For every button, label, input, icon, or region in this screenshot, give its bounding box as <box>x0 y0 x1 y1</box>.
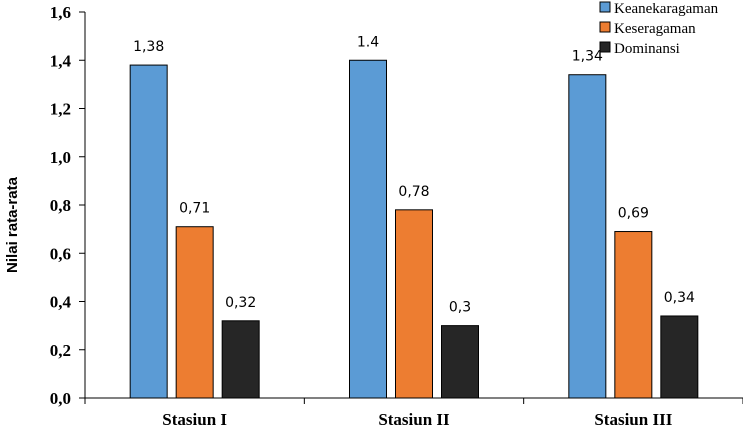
bar-keanekaragaman <box>129 64 168 399</box>
x-axis: Stasiun I Stasiun II Stasiun III <box>84 397 743 429</box>
legend-label: Keseragaman <box>614 21 696 37</box>
y-tick-label: 0,4 <box>50 293 72 312</box>
data-label: 0,78 <box>398 184 429 200</box>
y-tick-label: 1,6 <box>50 3 71 22</box>
bars <box>129 59 699 399</box>
data-label: 1,38 <box>133 39 164 55</box>
data-labels: 1,38 0,71 0,32 1.4 0,78 0,3 1,34 0,69 0,34 <box>133 34 695 315</box>
x-tick-label: Stasiun I <box>162 410 227 429</box>
bar-keanekaragaman <box>349 59 387 399</box>
y-axis: 0,0 0,2 0,4 0,6 0,8 1,0 1,2 1,4 1,6 <box>50 3 86 408</box>
x-tick-label: Stasiun II <box>378 410 450 429</box>
data-label: 0,69 <box>618 206 649 222</box>
data-label: 1,34 <box>572 49 603 65</box>
data-label: 0,34 <box>664 290 695 306</box>
legend-label: Dominansi <box>614 41 680 57</box>
bar-keseragaman <box>395 209 433 399</box>
bar-dominansi <box>660 315 699 399</box>
y-tick-label: 0,2 <box>50 341 71 360</box>
y-tick-label: 0,6 <box>50 244 71 263</box>
data-label: 0,71 <box>179 201 210 217</box>
bar-keanekaragaman <box>568 74 607 399</box>
y-tick-label: 1,4 <box>50 51 72 70</box>
data-label: 1.4 <box>357 34 379 50</box>
data-label: 0,32 <box>225 295 256 311</box>
bar-keseragaman <box>175 226 214 399</box>
legend-swatch <box>599 21 611 33</box>
bar-dominansi <box>221 320 260 399</box>
y-axis-label: Nilai rata-rata <box>4 176 21 273</box>
legend-swatch <box>599 41 611 53</box>
y-tick-label: 1,2 <box>50 100 71 119</box>
y-tick-label: 0,0 <box>50 389 71 408</box>
bar-dominansi <box>441 325 479 399</box>
y-tick-label: 0,8 <box>50 196 71 215</box>
legend-swatch <box>599 1 611 13</box>
legend-label: Keanekaragaman <box>614 1 719 17</box>
data-label: 0,3 <box>449 300 471 316</box>
bar-keseragaman <box>614 231 653 399</box>
x-tick-label: Stasiun III <box>594 410 672 429</box>
legend: Keanekaragaman Keseragaman Dominansi <box>599 1 719 57</box>
y-tick-label: 1,0 <box>50 148 71 167</box>
